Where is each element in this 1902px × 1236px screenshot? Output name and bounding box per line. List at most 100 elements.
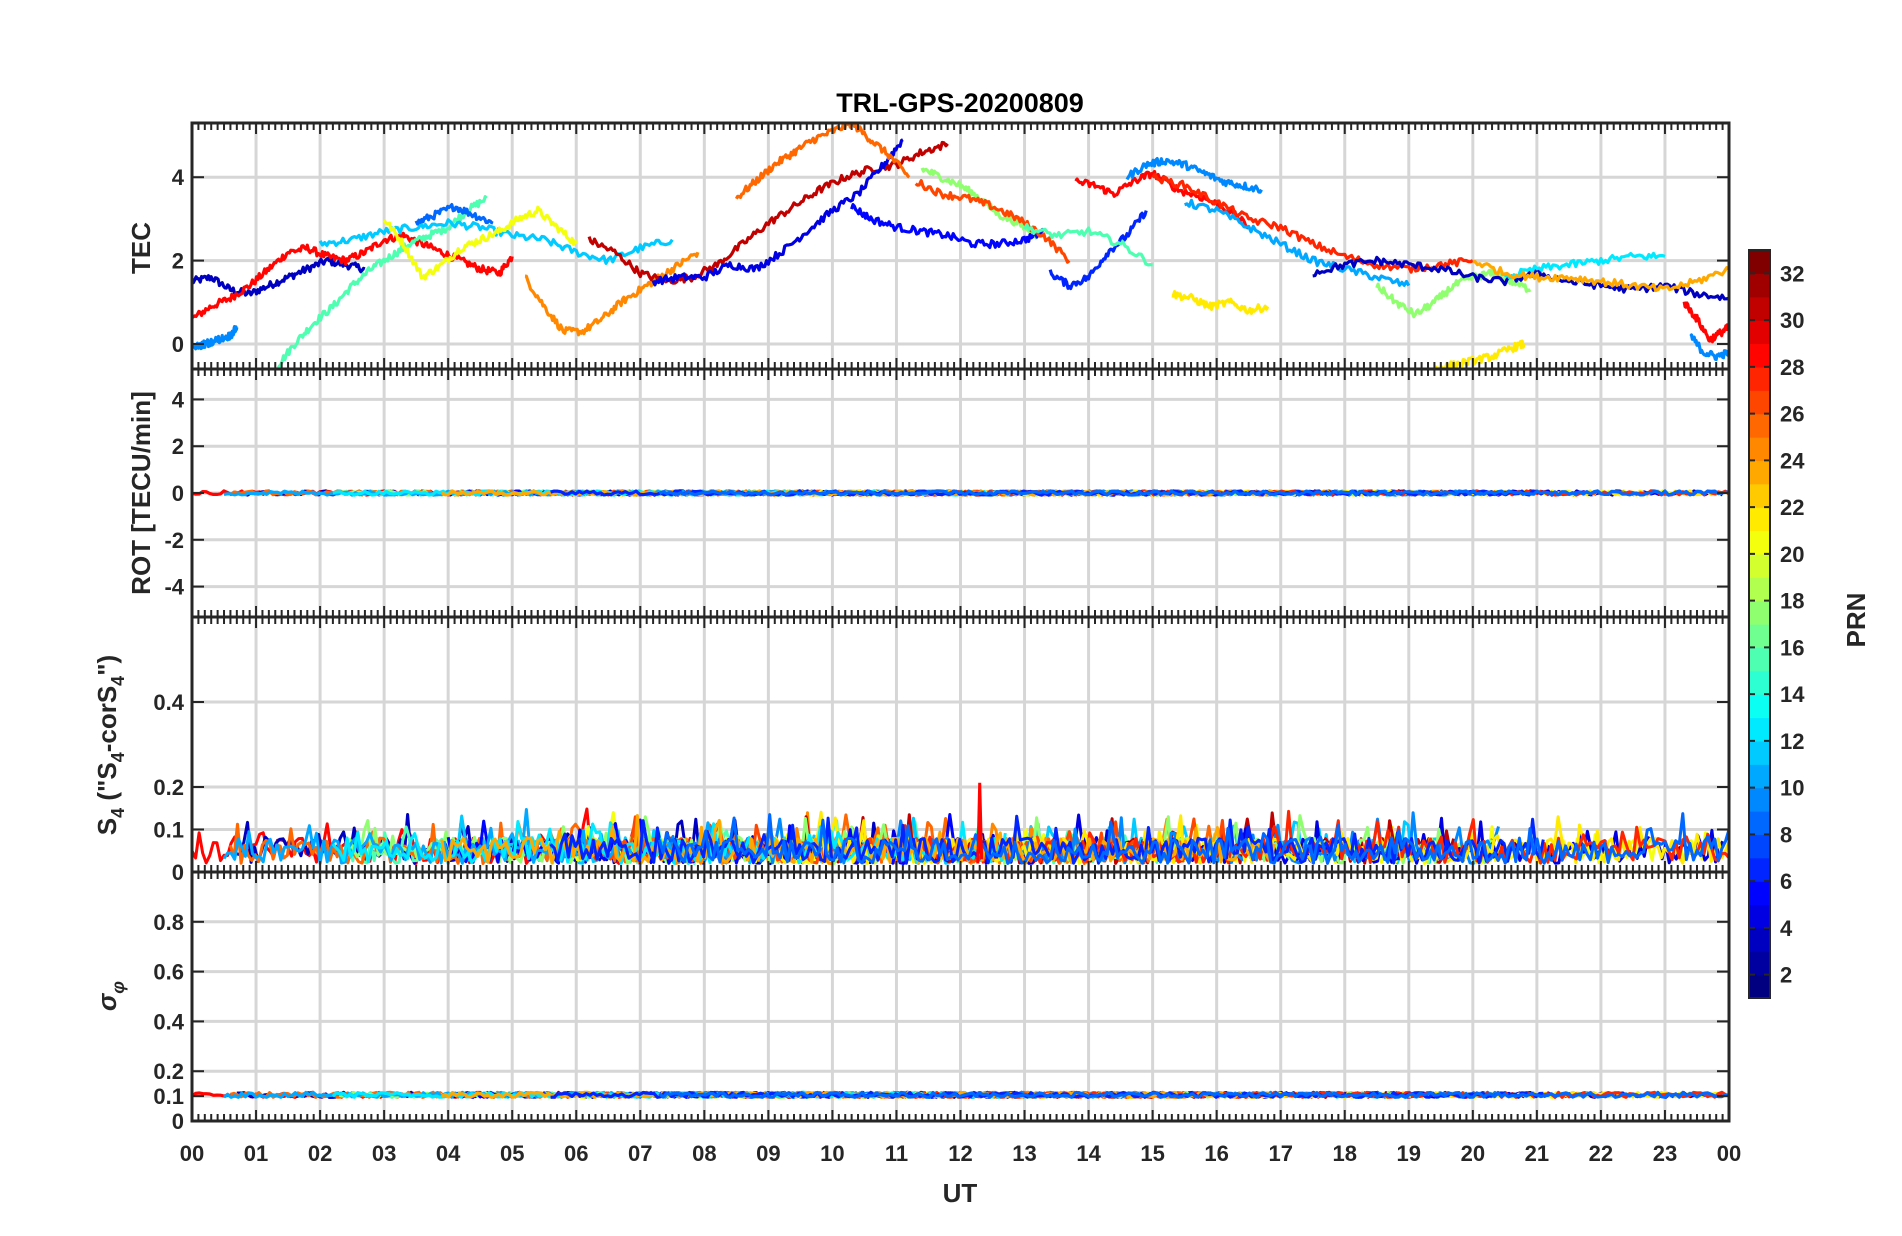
y-tick-label: 0 [172, 481, 184, 506]
y-axis-label-s4: S4 ("S4-corS4") [92, 655, 128, 835]
colorbar-segment [1749, 740, 1770, 765]
colorbar-segment [1749, 764, 1770, 789]
colorbar-tick-label: 22 [1780, 495, 1804, 520]
y-tick-label: 0 [172, 332, 184, 357]
x-tick-label: 02 [308, 1141, 332, 1166]
x-tick-label: 12 [948, 1141, 972, 1166]
colorbar-segment [1749, 413, 1770, 438]
y-tick-label: 0.2 [153, 1059, 184, 1084]
x-tick-label: 09 [756, 1141, 780, 1166]
colorbar-segment [1749, 694, 1770, 719]
colorbar-tick-label: 30 [1780, 308, 1804, 333]
s4-spike [976, 782, 984, 864]
x-tick-label: 04 [436, 1141, 461, 1166]
colorbar-segment [1749, 296, 1770, 321]
tec-series-prn-5 [850, 203, 1046, 250]
y-tick-label: 0 [172, 860, 184, 885]
colorbar-segment [1749, 343, 1770, 368]
panel-tec: 0 2 4 [172, 121, 1731, 371]
y-tick-label: 0.1 [153, 1084, 184, 1109]
x-tick-label: 05 [500, 1141, 524, 1166]
x-tick-label: 07 [628, 1141, 652, 1166]
x-tick-label: 19 [1397, 1141, 1421, 1166]
tec-series-prn-4 [651, 138, 904, 287]
x-tick-label: 17 [1268, 1141, 1292, 1166]
panel-s4: 0 0.1 0.2 0.4 [153, 615, 1731, 885]
x-tick-label: 21 [1525, 1141, 1549, 1166]
tec-series-prn-30 [587, 140, 949, 285]
colorbar-tick-label: 12 [1780, 729, 1804, 754]
y-tick-label: 0.4 [153, 1009, 184, 1034]
colorbar-segment [1749, 811, 1770, 835]
x-tick-label: 00 [1717, 1141, 1741, 1166]
tec-series-prn-11 [318, 218, 674, 265]
y-tick-label: 0.6 [153, 960, 184, 985]
y-tick-label: 0 [172, 1109, 184, 1134]
series-prn-8 [658, 812, 1729, 865]
tec-series-prn-24 [524, 251, 700, 337]
y-tick-label: 0.8 [153, 910, 184, 935]
colorbar-segment [1749, 320, 1770, 345]
tec-series-prn-9 [1125, 157, 1263, 194]
y-tick-label: 2 [172, 434, 184, 459]
tec-series-prn-26 [914, 179, 1071, 264]
y-tick-label: 0.2 [153, 775, 184, 800]
chart-title: TRL-GPS-20200809 [836, 88, 1084, 118]
x-tick-label: 00 [180, 1141, 204, 1166]
colorbar-segment [1749, 250, 1770, 274]
colorbar-segment [1749, 647, 1770, 672]
x-tick-label: 11 [885, 1141, 908, 1166]
colorbar-tick-label: 2 [1780, 963, 1792, 988]
colorbar-tick-label: 24 [1780, 448, 1805, 473]
colorbar-segment [1749, 834, 1770, 859]
y-axis-label-rot: ROT [TECU/min] [126, 391, 156, 595]
colorbar-segment [1749, 927, 1770, 952]
colorbar-segment [1749, 366, 1770, 391]
tec-series-prn-28 [192, 231, 514, 320]
y-tick-label: 0.4 [153, 690, 184, 715]
colorbar-tick-label: 10 [1780, 776, 1804, 801]
tec-series-prn-27 [1151, 172, 1474, 274]
tec-series-prn-9 [1689, 333, 1729, 362]
x-tick-label: 06 [564, 1141, 588, 1166]
colorbar-segment [1749, 670, 1770, 695]
panel-rot: -4 -2 0 2 4 [164, 367, 1731, 619]
x-tick-label: 20 [1461, 1141, 1485, 1166]
y-tick-label: -4 [164, 575, 184, 600]
colorbar-segment [1749, 717, 1770, 742]
colorbar-tick-label: 8 [1780, 822, 1792, 847]
colorbar-tick-label: 18 [1780, 589, 1804, 614]
tec-series-prn-28 [1682, 301, 1729, 344]
x-tick-label: 16 [1204, 1141, 1228, 1166]
y-tick-label: -2 [164, 528, 184, 553]
x-tick-label: 22 [1589, 1141, 1613, 1166]
tec-series-prn-15 [1023, 223, 1153, 267]
x-tick-label: 10 [820, 1141, 844, 1166]
colorbar-frame [1748, 249, 1771, 999]
colorbar-segment [1749, 857, 1770, 882]
panel-sigma-phi: 00.10.2 0.4 0.6 0.8 [153, 870, 1731, 1134]
tec-series-prn-3 [192, 256, 366, 297]
x-tick-label: 01 [244, 1141, 268, 1166]
colorbar-segment [1749, 951, 1770, 976]
colorbar-segment [1749, 624, 1770, 648]
tec-series-prn-23 [1472, 259, 1729, 293]
colorbar-segment [1749, 881, 1770, 906]
x-tick-label: 23 [1653, 1141, 1677, 1166]
colorbar-segment [1749, 507, 1770, 532]
colorbar-segment [1749, 273, 1770, 298]
tec-series-prn-20 [382, 205, 578, 281]
tec-series-prn-6 [1048, 210, 1148, 291]
y-tick-label: 4 [172, 387, 185, 412]
colorbar-segment [1749, 577, 1770, 602]
x-tick-label: 18 [1333, 1141, 1357, 1166]
colorbar-tick-label: 16 [1780, 635, 1804, 660]
x-tick-label: 08 [692, 1141, 716, 1166]
x-tick-label: 03 [372, 1141, 396, 1166]
tec-series-prn-17 [1375, 267, 1532, 319]
y-axis-label-tec: TEC [126, 222, 156, 274]
tec-series-prn-21 [1433, 339, 1526, 369]
colorbar-segment [1749, 600, 1770, 625]
